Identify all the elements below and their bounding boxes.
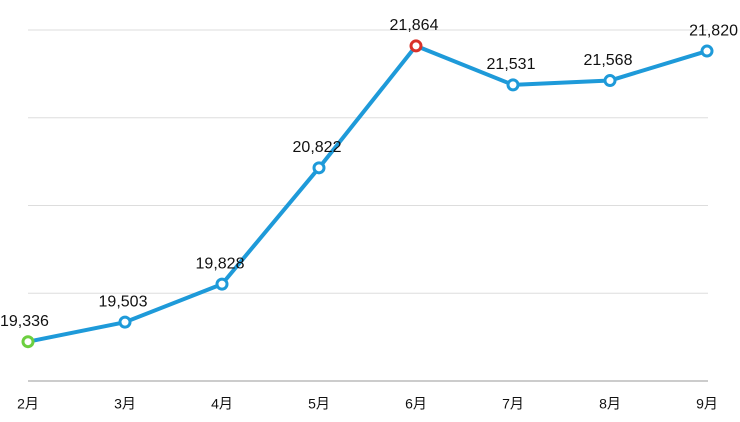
x-tick-label: 9月 — [696, 396, 718, 412]
point — [215, 277, 229, 291]
point — [409, 39, 423, 53]
value-label: 19,336 — [0, 313, 49, 330]
x-tick-label: 6月 — [405, 396, 427, 412]
value-label: 19,828 — [196, 255, 245, 272]
value-label: 21,568 — [584, 52, 633, 69]
value-label: 19,503 — [99, 293, 148, 310]
value-label: 21,531 — [487, 56, 536, 73]
value-label: 21,820 — [689, 22, 738, 39]
point — [312, 161, 326, 175]
point — [700, 44, 714, 58]
point — [118, 315, 132, 329]
x-tick-label: 5月 — [308, 396, 330, 412]
value-label: 20,822 — [293, 139, 342, 156]
x-tick-label: 3月 — [114, 396, 136, 412]
point — [603, 74, 617, 88]
point — [506, 78, 520, 92]
point — [21, 335, 35, 349]
value-label: 21,864 — [390, 17, 439, 34]
x-tick-label: 2月 — [17, 396, 39, 412]
x-tick-label: 8月 — [599, 396, 621, 412]
x-tick-label: 7月 — [502, 396, 524, 412]
line — [27, 43, 708, 344]
x-tick-label: 4月 — [211, 396, 233, 412]
